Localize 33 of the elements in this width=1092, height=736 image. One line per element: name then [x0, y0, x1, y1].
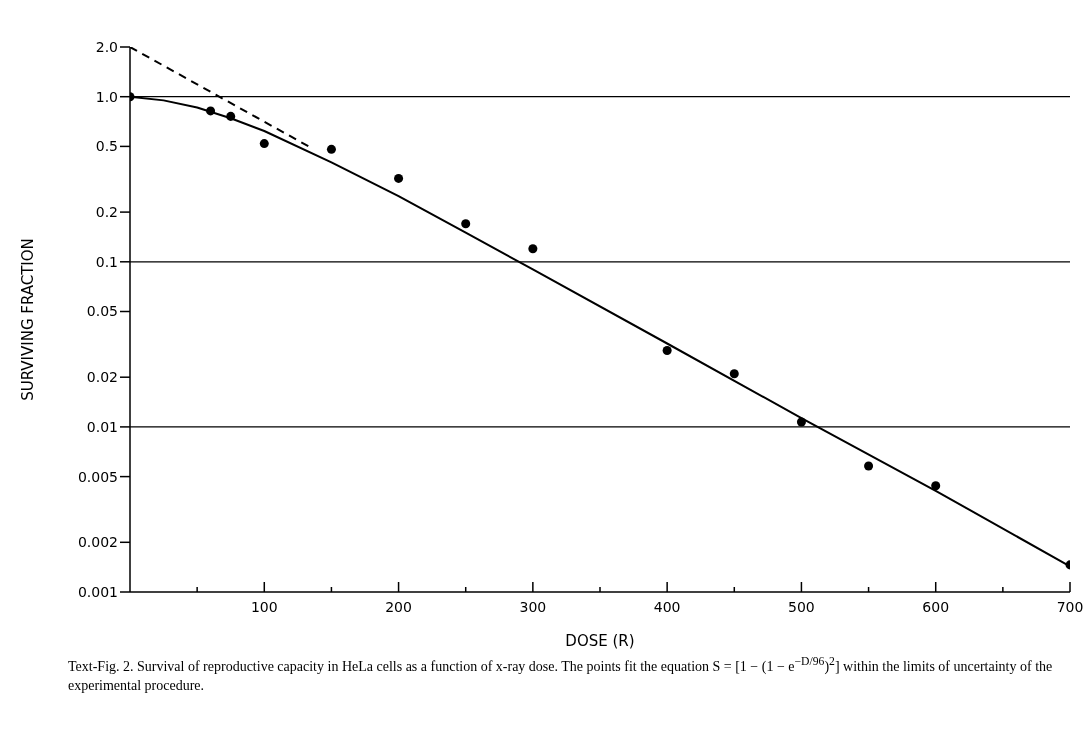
y-axis-title: SURVIVING FRACTION	[19, 238, 38, 401]
point	[206, 106, 216, 116]
y-tick-label: 0.005	[77, 468, 118, 485]
point	[528, 244, 538, 254]
y-tick-label: 0.5	[95, 138, 118, 155]
y-tick-label: 0.1	[95, 253, 118, 270]
point	[226, 111, 236, 121]
point	[259, 139, 269, 149]
y-tick-label: 0.002	[77, 534, 118, 551]
x-tick-label: 300	[519, 599, 547, 615]
point	[461, 219, 471, 229]
point	[326, 144, 336, 154]
y-tick-label: 0.001	[77, 583, 118, 600]
x-axis-title: DOSE (R)	[565, 632, 635, 650]
x-tick-label: 100	[250, 599, 278, 615]
point	[931, 481, 941, 491]
y-tick-label: 0.01	[86, 418, 118, 435]
x-tick-label: 700	[1056, 599, 1084, 615]
x-tick-label: 400	[653, 599, 681, 615]
point	[864, 461, 874, 471]
y-tick-label: 0.2	[95, 204, 118, 221]
text: Text-Fig. 2. Survival of reproductive capacity in HeLa cells as a function of x-ray dose. The points fit the equation S = [1 − (1 − e$^{−D/96}$)$^{2}$] within the limits of uncertainty of the experimental procedure.	[68, 655, 1053, 693]
x-tick-label: 500	[788, 599, 815, 615]
y-tick-label: 1.0	[95, 88, 118, 105]
point	[394, 173, 404, 183]
point	[729, 369, 739, 379]
point	[796, 417, 806, 427]
x-tick-label: 600	[922, 599, 950, 615]
y-tick-label: 0.02	[86, 369, 118, 386]
point	[662, 346, 672, 356]
y-tick-label: 2.0	[95, 38, 118, 55]
y-tick-label: 0.05	[86, 303, 118, 320]
x-tick-label: 200	[385, 599, 412, 615]
